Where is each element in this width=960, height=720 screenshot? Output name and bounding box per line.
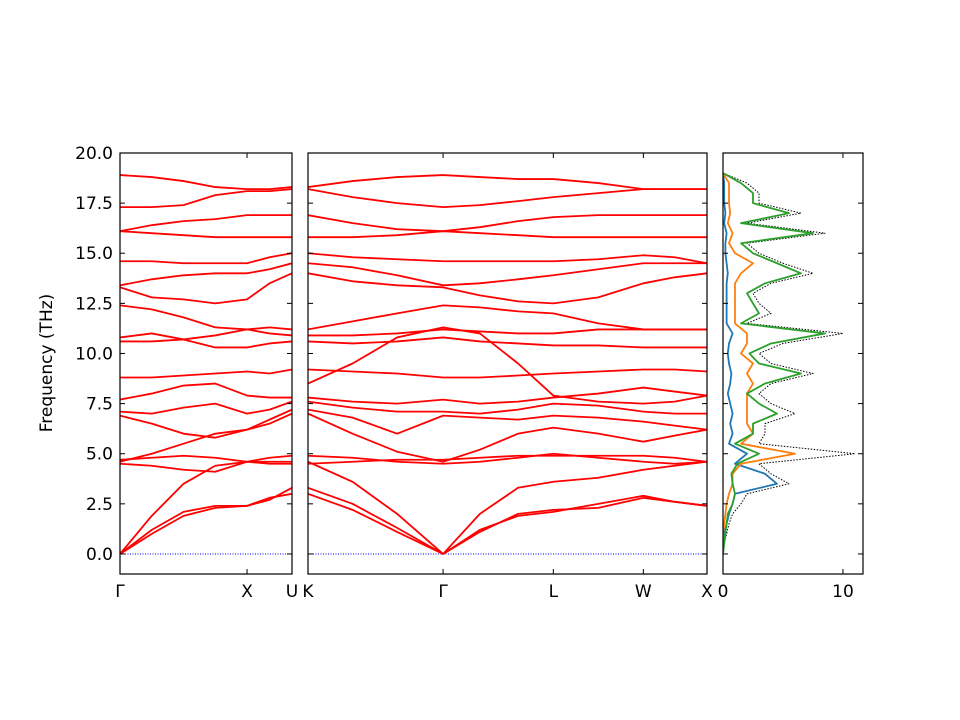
y-tick-label: 5.0	[86, 445, 113, 465]
band-line	[308, 408, 707, 435]
y-tick-label: 7.5	[86, 395, 113, 415]
y-tick-label: 10.0	[75, 344, 113, 364]
y-tick-label: 17.5	[75, 194, 113, 214]
band-line	[308, 230, 707, 239]
plot-area	[120, 174, 292, 555]
x-tick-label: K	[302, 582, 314, 602]
plot-area	[308, 174, 707, 555]
band-line	[120, 332, 292, 349]
band-line	[120, 487, 292, 555]
band-line	[308, 386, 707, 405]
band-line	[120, 214, 292, 233]
y-tick-label: 0.0	[86, 545, 113, 565]
dos-line	[723, 172, 856, 555]
band-line	[120, 492, 292, 555]
x-tick-label: Γ	[115, 582, 125, 602]
band-line	[120, 304, 292, 331]
band-line	[120, 174, 292, 190]
x-tick-label: W	[635, 582, 652, 602]
band-line	[308, 252, 707, 265]
band-line	[308, 460, 707, 555]
band-line	[120, 272, 292, 305]
band-line	[120, 368, 292, 379]
x-tick-label: 10	[832, 582, 854, 602]
x-tick-label: U	[286, 582, 298, 602]
x-tick-label: 0	[718, 582, 729, 602]
y-tick-label: 20.0	[75, 144, 113, 164]
band-line	[308, 272, 707, 305]
band-line	[308, 328, 707, 337]
band-line	[308, 304, 707, 331]
dos-line	[723, 172, 778, 554]
x-tick-label: Γ	[438, 582, 448, 602]
plot-area	[723, 172, 856, 555]
y-axis-label: Frequency (THz)	[37, 294, 57, 433]
band-line	[308, 454, 707, 465]
frame	[119, 152, 293, 575]
band-line	[308, 326, 707, 405]
band-line	[120, 400, 292, 415]
band-line	[120, 230, 292, 239]
band-line	[120, 382, 292, 401]
x-tick-label: X	[241, 582, 253, 602]
dos-line	[723, 172, 796, 554]
band-line	[308, 492, 707, 555]
band-line	[308, 412, 707, 463]
band-line	[120, 454, 292, 473]
frame	[722, 152, 864, 575]
frame	[307, 152, 708, 575]
band-line	[308, 336, 707, 349]
band-line	[120, 188, 292, 209]
band-line	[308, 400, 707, 415]
dos-line	[723, 172, 826, 555]
band-line	[308, 486, 707, 555]
band-line	[120, 412, 292, 463]
y-tick-label: 15.0	[75, 244, 113, 264]
band-line	[308, 174, 707, 190]
y-tick-label: 2.5	[86, 495, 113, 515]
band-line	[308, 262, 707, 287]
band-line	[120, 408, 292, 439]
band-line	[120, 454, 292, 465]
band-line	[120, 460, 292, 555]
band-line	[120, 262, 292, 287]
y-tick-label: 12.5	[75, 294, 113, 314]
band-line	[120, 328, 292, 343]
x-tick-label: X	[701, 582, 713, 602]
band-line	[308, 214, 707, 233]
band-line	[308, 368, 707, 379]
band-line	[308, 188, 707, 209]
band-line	[120, 252, 292, 265]
x-tick-label: L	[549, 582, 559, 602]
